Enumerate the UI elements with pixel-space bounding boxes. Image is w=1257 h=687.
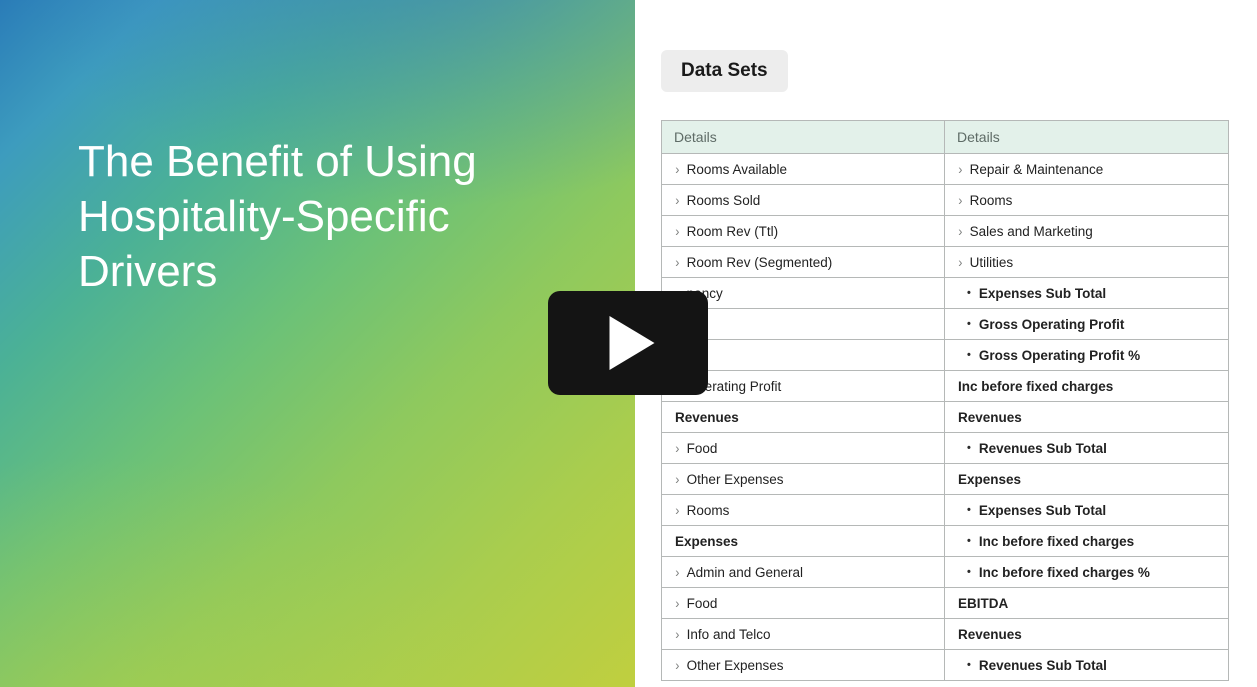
table-row[interactable]: Inc before fixed charges: [945, 371, 1228, 402]
table-row[interactable]: Revenues: [945, 402, 1228, 433]
table-row[interactable]: Room Rev (Ttl): [662, 216, 944, 247]
table-row-label: Rooms: [687, 503, 730, 518]
table-row[interactable]: Gross Operating Profit: [945, 309, 1228, 340]
table-row-label: EBITDA: [958, 596, 1008, 611]
table-row[interactable]: Info and Telco: [662, 619, 944, 650]
slide-title: The Benefit of Using Hospitality-Specifi…: [0, 0, 635, 299]
left-table-body: Rooms Available Rooms Sold Room Rev (Ttl) R…: [662, 154, 944, 681]
table-row-label: Gross Operating Profit %: [979, 348, 1140, 363]
table-row[interactable]: Admin and General: [662, 557, 944, 588]
table-row[interactable]: Rooms: [945, 185, 1228, 216]
table-row[interactable]: Rooms Sold: [662, 185, 944, 216]
table-row-label: Utilities: [970, 255, 1014, 270]
play-button[interactable]: [548, 291, 708, 395]
table-row[interactable]: Revenues: [662, 402, 944, 433]
table-row[interactable]: Inc before fixed charges %: [945, 557, 1228, 588]
left-details-table: Details Rooms Available Rooms Sold Room Re…: [661, 120, 944, 681]
table-row[interactable]: Rooms: [662, 495, 944, 526]
table-row[interactable]: Revenues Sub Total: [945, 650, 1228, 681]
left-gradient-panel: The Benefit of Using Hospitality-Specifi…: [0, 0, 635, 687]
table-row[interactable]: Utilities: [945, 247, 1228, 278]
table-row[interactable]: Inc before fixed charges: [945, 526, 1228, 557]
table-row-label: Revenues: [958, 410, 1022, 425]
slide-container: The Benefit of Using Hospitality-Specifi…: [0, 0, 1257, 687]
table-row-label: Gross Operating Profit: [979, 317, 1125, 332]
table-row-label: Sales and Marketing: [970, 224, 1093, 239]
table-row[interactable]: Repair & Maintenance: [945, 154, 1228, 185]
table-row-label: Food: [687, 596, 718, 611]
table-row-label: Info and Telco: [687, 627, 771, 642]
table-row-label: Rooms: [970, 193, 1013, 208]
table-row-label: Other Expenses: [687, 472, 784, 487]
table-row-label: Expenses: [675, 534, 738, 549]
table-row-label: Rooms Sold: [687, 193, 761, 208]
data-sets-pill: Data Sets: [661, 50, 788, 92]
table-row[interactable]: Rooms Available: [662, 154, 944, 185]
data-sets-tables: Details Rooms Available Rooms Sold Room Re…: [661, 120, 1229, 681]
table-row-label: Revenues: [958, 627, 1022, 642]
table-row-label: Expenses Sub Total: [979, 503, 1106, 518]
table-row[interactable]: Other Expenses: [662, 464, 944, 495]
table-row[interactable]: Revenues Sub Total: [945, 433, 1228, 464]
right-content-panel: Data Sets Details Rooms Available Rooms S…: [635, 0, 1257, 687]
table-row[interactable]: Room Rev (Segmented): [662, 247, 944, 278]
play-icon: [608, 316, 656, 370]
table-row-label: Repair & Maintenance: [970, 162, 1104, 177]
right-table-body: Repair & Maintenance Rooms Sales and Marke…: [945, 154, 1228, 681]
table-row[interactable]: Food: [662, 433, 944, 464]
table-row[interactable]: EBITDA: [945, 588, 1228, 619]
table-row-label: Admin and General: [687, 565, 803, 580]
table-row[interactable]: Gross Operating Profit %: [945, 340, 1228, 371]
left-table-header: Details: [662, 121, 944, 154]
table-row[interactable]: Food: [662, 588, 944, 619]
table-row[interactable]: Other Expenses: [662, 650, 944, 681]
table-row-label: Expenses: [958, 472, 1021, 487]
table-row-label: Revenues: [675, 410, 739, 425]
table-row[interactable]: Expenses: [662, 526, 944, 557]
table-row[interactable]: Sales and Marketing: [945, 216, 1228, 247]
table-row[interactable]: Expenses Sub Total: [945, 495, 1228, 526]
table-row[interactable]: Revenues: [945, 619, 1228, 650]
table-row-label: Inc before fixed charges: [979, 534, 1134, 549]
table-row[interactable]: Expenses Sub Total: [945, 278, 1228, 309]
right-table-header: Details: [945, 121, 1228, 154]
table-row-label: Room Rev (Segmented): [687, 255, 833, 270]
table-row-label: Room Rev (Ttl): [687, 224, 779, 239]
right-details-table: Details Repair & Maintenance Rooms Sales a…: [944, 120, 1229, 681]
table-row-label: Food: [687, 441, 718, 456]
table-row-label: Expenses Sub Total: [979, 286, 1106, 301]
table-row-label: Other Expenses: [687, 658, 784, 673]
table-row-label: Revenues Sub Total: [979, 441, 1107, 456]
table-row-label: Inc before fixed charges %: [979, 565, 1150, 580]
table-row[interactable]: Expenses: [945, 464, 1228, 495]
table-row-label: Revenues Sub Total: [979, 658, 1107, 673]
table-row-label: Inc before fixed charges: [958, 379, 1113, 394]
table-row-label: Rooms Available: [687, 162, 787, 177]
